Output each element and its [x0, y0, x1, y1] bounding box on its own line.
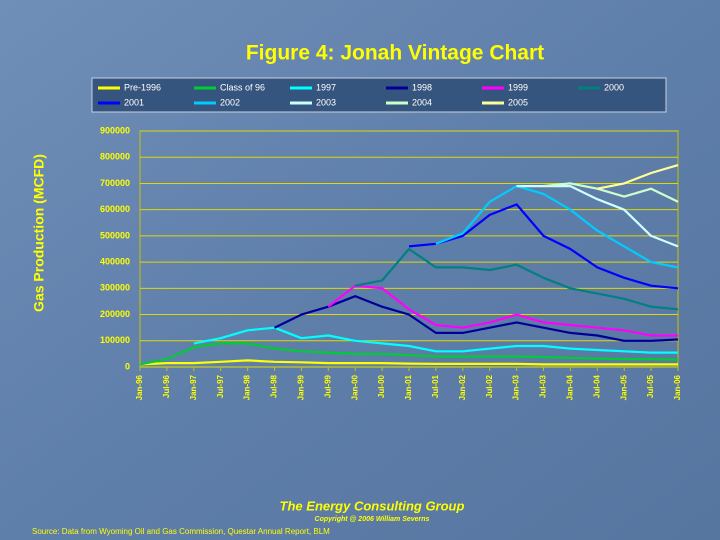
copyright: Copyright @ 2006 William Severns	[315, 516, 430, 523]
y-tick-label: 100000	[100, 335, 130, 345]
series-line	[327, 284, 678, 337]
series-line	[139, 359, 678, 366]
x-tick-label: Jan-96	[135, 374, 144, 400]
x-tick-label: Jan-02	[458, 374, 467, 400]
y-tick-label: 0	[125, 361, 130, 371]
legend-label: 1998	[412, 82, 432, 92]
x-tick-label: Jan-04	[566, 374, 575, 400]
legend-label: 2004	[412, 97, 432, 107]
x-tick-label: Jul-03	[539, 374, 548, 398]
legend-label: 2000	[604, 82, 624, 92]
x-tick-label: Jan-00	[350, 374, 359, 400]
series-line	[543, 182, 679, 203]
legend-label: Pre-1996	[124, 82, 161, 92]
legend-label: 2001	[124, 97, 144, 107]
y-tick-label: 300000	[100, 283, 130, 293]
legend-label: 1999	[508, 82, 528, 92]
legend-label: 1997	[316, 82, 336, 92]
series-line	[597, 164, 679, 190]
series-line	[354, 247, 679, 311]
y-tick-label: 200000	[100, 309, 130, 319]
y-tick-label: 600000	[100, 204, 130, 214]
x-tick-label: Jan-97	[189, 374, 198, 400]
y-axis-label: Gas Production (MCFD)	[31, 154, 47, 312]
chart-title: Figure 4: Jonah Vintage Chart	[246, 42, 544, 65]
footer-title: The Energy Consulting Group	[280, 498, 465, 513]
y-tick-label: 800000	[100, 152, 130, 162]
x-tick-label: Jul-97	[216, 374, 225, 398]
series-line	[435, 185, 679, 269]
x-tick-label: Jan-99	[297, 374, 306, 400]
x-tick-label: Jul-02	[485, 374, 494, 398]
series-line	[274, 295, 679, 342]
legend-label: 2005	[508, 97, 528, 107]
y-tick-label: 700000	[100, 178, 130, 188]
x-tick-label: Jul-99	[323, 374, 332, 398]
x-tick-label: Jan-05	[619, 374, 628, 400]
source: Source: Data from Wyoming Oil and Gas Co…	[32, 527, 330, 536]
y-tick-label: 500000	[100, 230, 130, 240]
x-tick-label: Jul-01	[431, 374, 440, 398]
x-tick-label: Jan-03	[512, 374, 521, 400]
x-tick-label: Jan-01	[404, 374, 413, 400]
legend-label: Class of 96	[220, 82, 265, 92]
x-tick-label: Jan-06	[673, 374, 682, 400]
series-line	[408, 203, 679, 290]
series-line	[139, 342, 679, 366]
x-tick-label: Jul-00	[377, 374, 386, 398]
y-tick-label: 400000	[100, 256, 130, 266]
x-tick-label: Jan-98	[243, 374, 252, 400]
x-tick-label: Jul-96	[162, 374, 171, 398]
legend-box	[91, 77, 667, 113]
y-tick-label: 900000	[100, 125, 130, 135]
x-tick-label: Jul-98	[270, 374, 279, 398]
x-tick-label: Jul-04	[592, 374, 601, 398]
x-tick-label: Jul-05	[646, 374, 655, 398]
legend-label: 2003	[316, 97, 336, 107]
legend-label: 2002	[220, 97, 240, 107]
